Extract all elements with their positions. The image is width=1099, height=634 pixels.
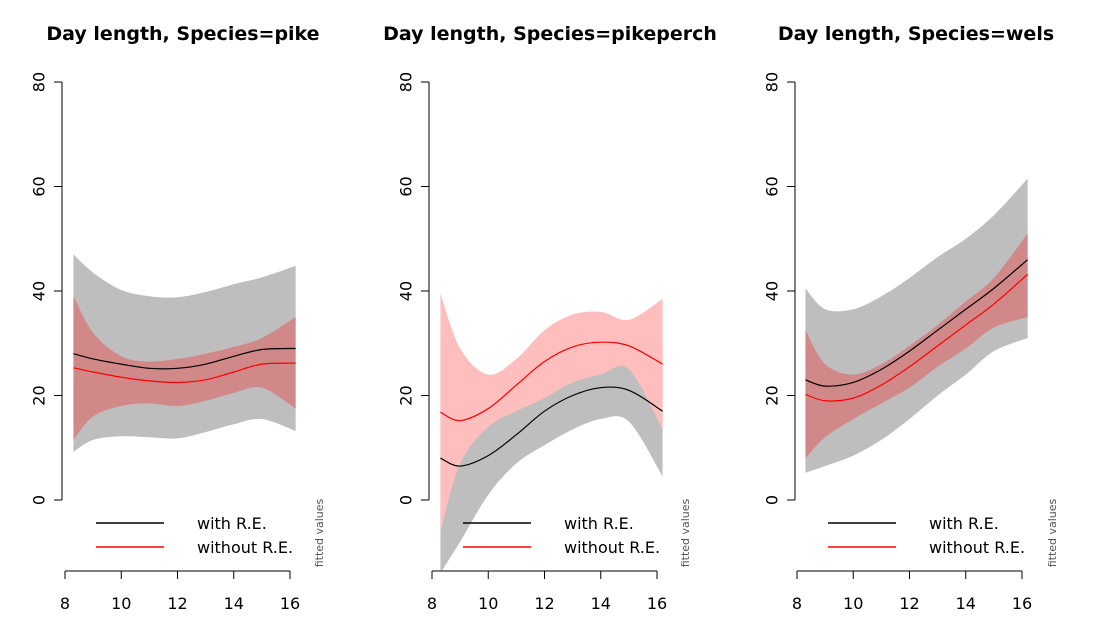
panel-title: Day length, Species=pikeperch	[383, 23, 717, 45]
series-line-1	[440, 341, 663, 422]
plot-area	[73, 254, 296, 452]
x-tick-label: 12	[899, 594, 919, 613]
series-line-0	[73, 347, 296, 370]
plot-area	[805, 178, 1029, 473]
legend-label-1: without R.E.	[197, 538, 293, 557]
y-tick-label: 80	[763, 72, 782, 92]
side-label: fitted values	[679, 498, 692, 567]
y-tick-label: 40	[397, 281, 416, 301]
x-tick-label: 14	[224, 594, 244, 613]
y-tick-label: 80	[30, 72, 49, 92]
x-tick-label: 12	[167, 594, 187, 613]
panel-0: Day length, Species=pike 0 20 40 60 80 8 10 12 14…	[30, 23, 327, 613]
x-tick-label: 16	[280, 594, 300, 613]
side-label: fitted values	[1046, 498, 1059, 567]
x-tick-label: 8	[60, 594, 70, 613]
series-line-1	[805, 273, 1029, 402]
y-tick-label: 0	[763, 495, 782, 505]
series-line-1	[73, 362, 296, 384]
x-tick-label: 12	[534, 594, 554, 613]
x-tick-label: 8	[427, 594, 437, 613]
x-tick-label: 10	[478, 594, 498, 613]
x-tick-label: 14	[591, 594, 611, 613]
series-line-0	[805, 259, 1029, 387]
legend-label-0: with R.E.	[564, 514, 634, 533]
x-tick-label: 14	[956, 594, 976, 613]
plot-area	[440, 293, 663, 571]
panel-1: Day length, Species=pikeperch 0 20 40 60 80 8 1…	[383, 23, 717, 613]
y-tick-label: 20	[763, 385, 782, 405]
y-tick-label: 0	[397, 495, 416, 505]
x-tick-label: 10	[111, 594, 131, 613]
x-tick-label: 10	[843, 594, 863, 613]
y-tick-label: 40	[763, 281, 782, 301]
y-tick-label: 60	[30, 176, 49, 196]
side-label: fitted values	[313, 498, 326, 567]
legend: with R.E. without R.E.	[96, 514, 293, 557]
legend: with R.E. without R.E.	[828, 514, 1025, 557]
series-line-0	[440, 386, 663, 467]
legend: with R.E. without R.E.	[463, 514, 660, 557]
panel-2: Day length, Species=wels 0 20 40 60 80 8 10 12 14…	[763, 23, 1060, 613]
confidence-band-0	[440, 338, 663, 571]
confidence-band-1	[440, 293, 663, 532]
legend-label-1: without R.E.	[929, 538, 1025, 557]
x-tick-label: 8	[792, 594, 802, 613]
y-tick-label: 20	[30, 385, 49, 405]
x-tick-label: 16	[647, 594, 667, 613]
y-tick-label: 60	[763, 176, 782, 196]
panel-title: Day length, Species=wels	[778, 23, 1054, 45]
y-tick-label: 20	[397, 385, 416, 405]
legend-label-0: with R.E.	[929, 514, 999, 533]
legend-label-0: with R.E.	[197, 514, 267, 533]
legend-label-1: without R.E.	[564, 538, 660, 557]
y-tick-label: 40	[30, 281, 49, 301]
y-tick-label: 60	[397, 176, 416, 196]
x-tick-label: 16	[1012, 594, 1032, 613]
panel-title: Day length, Species=pike	[46, 23, 319, 45]
y-tick-label: 80	[397, 72, 416, 92]
y-tick-label: 0	[30, 495, 49, 505]
